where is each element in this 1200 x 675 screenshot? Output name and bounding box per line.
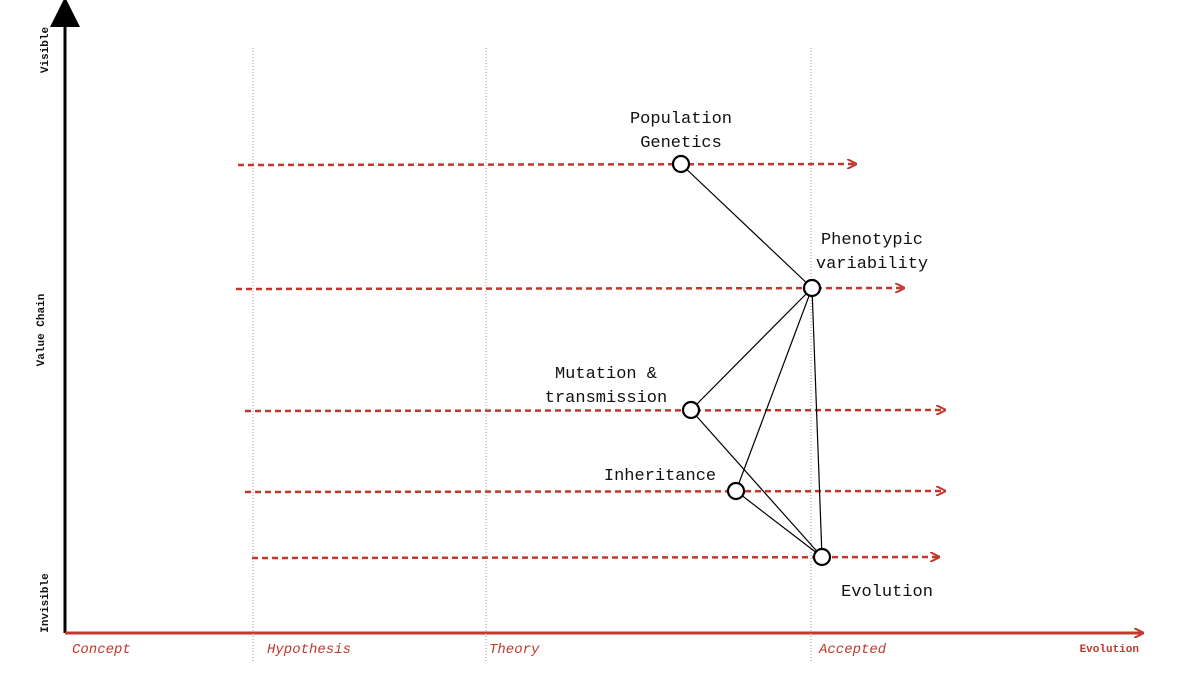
component-label: Evolution: [841, 583, 933, 602]
component-label: Population: [630, 110, 732, 129]
evolution-arrow: [244, 410, 944, 411]
evolution-arrow: [251, 557, 938, 558]
component-node: [726, 481, 746, 501]
component-label: Phenotypic: [821, 231, 923, 250]
component-node: [802, 278, 822, 298]
dependency-link: [735, 490, 823, 558]
evolution-arrow: [244, 491, 944, 492]
component-label: Inheritance: [604, 467, 716, 486]
dependency-link: [690, 287, 813, 411]
component-node: [812, 547, 832, 567]
component-label: variability: [816, 255, 928, 274]
stage-label: Accepted: [818, 642, 887, 658]
map-content: Visible Value Chain Invisible Evolution Conc…: [36, 27, 1139, 662]
component-label: transmission: [545, 389, 667, 408]
x-axis-label: Evolution: [1080, 644, 1139, 656]
dependency-link: [690, 409, 823, 558]
component-node: [681, 400, 701, 420]
y-axis-label: Visible: [40, 27, 52, 74]
dependency-link: [680, 163, 813, 289]
component-label: Mutation &: [555, 365, 657, 384]
dependency-link: [735, 287, 813, 492]
component-label: Genetics: [640, 134, 722, 153]
evolution-arrow: [237, 164, 855, 165]
stage-label: Theory: [489, 642, 540, 658]
evolution-arrow: [235, 288, 903, 289]
component-node: [671, 154, 691, 174]
y-axis-label: Value Chain: [36, 294, 48, 367]
dependency-link: [811, 287, 823, 558]
stage-label: Concept: [72, 642, 131, 658]
stage-label: Hypothesis: [267, 642, 351, 658]
y-axis-label: Invisible: [40, 573, 52, 633]
